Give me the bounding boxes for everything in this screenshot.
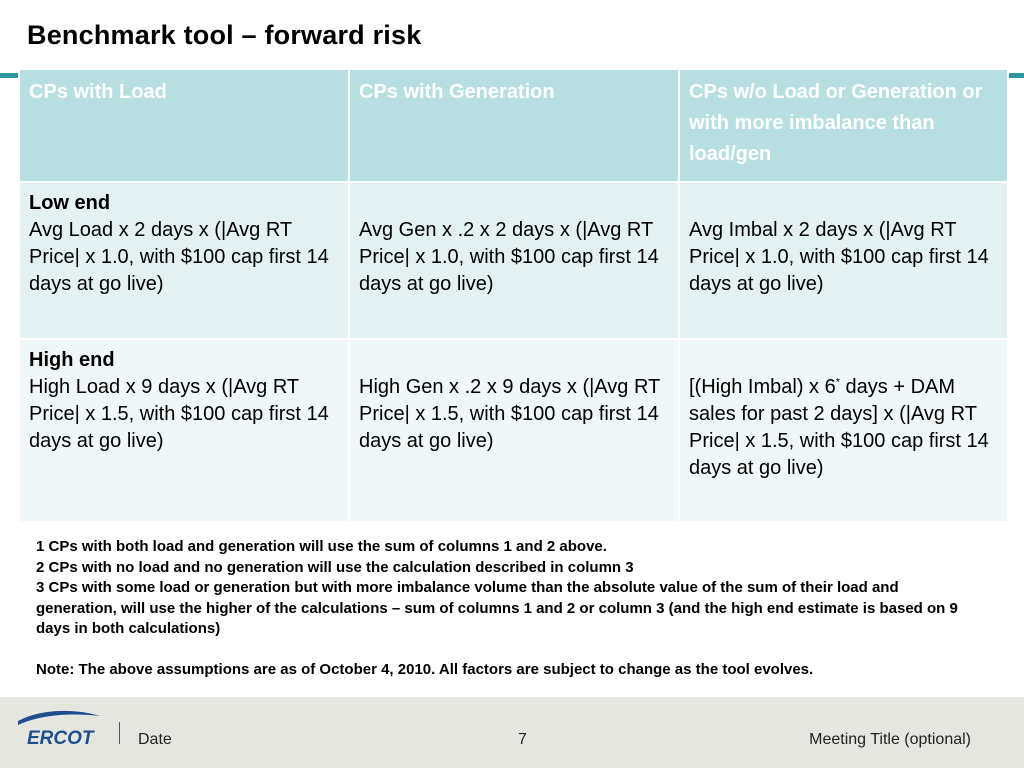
footnote-3: 3 CPs with some load or generation but w… [36,579,958,637]
footer-separator [119,722,120,744]
slide-title: Benchmark tool – forward risk [27,20,422,50]
footnotes: 1 CPs with both load and generation will… [36,537,966,680]
accent-rule-right [1006,73,1024,78]
table-row-low-end: Low end Avg Load x 2 days x (|Avg RT Pri… [18,181,1009,340]
high-end-imbalance-formula-end: days + DAM sales for past 2 days] x (|Av… [689,376,989,479]
high-end-load-formula: High Load x 9 days x (|Avg RT Price| x 1… [29,376,329,452]
low-end-load-formula: Avg Load x 2 days x (|Avg RT Price| x 1.… [29,219,329,295]
high-end-generation-cell: High Gen x .2 x 9 days x (|Avg RT Price|… [348,338,680,523]
header-cps-without-load-or-generation: CPs w/o Load or Generation or with more … [678,68,1009,183]
accent-rule-left [0,73,18,78]
ercot-logo: ERCOT [18,710,100,748]
asterisk-superscript: * [835,376,840,389]
table-row-high-end: High end High Load x 9 days x (|Avg RT P… [18,338,1009,523]
high-end-imbalance-cell: [(High Imbal) x 6* days + DAM sales for … [678,338,1009,523]
low-end-imbalance-cell: Avg Imbal x 2 days x (|Avg RT Price| x 1… [678,181,1009,340]
header-cps-with-load: CPs with Load [18,68,350,183]
low-end-label: Low end [29,192,111,214]
high-end-label: High end [29,349,115,371]
ercot-logo-text: ERCOT [27,728,95,748]
footnote-spacer [36,640,966,660]
low-end-imbalance-formula: Avg Imbal x 2 days x (|Avg RT Price| x 1… [689,219,989,295]
footer-date: Date [138,731,172,748]
low-end-generation-formula: Avg Gen x .2 x 2 days x (|Avg RT Price| … [359,219,659,295]
high-end-imbalance-formula-start: [(High Imbal) x 6 [689,376,836,398]
footnote-1: 1 CPs with both load and generation will… [36,538,607,555]
high-end-load-cell: High end High Load x 9 days x (|Avg RT P… [18,338,350,523]
slide-footer: ERCOT Date 7 Meeting Title (optional) [0,697,1024,768]
footer-meeting-title: Meeting Title (optional) [809,731,971,748]
low-end-load-cell: Low end Avg Load x 2 days x (|Avg RT Pri… [18,181,350,340]
low-end-generation-cell: Avg Gen x .2 x 2 days x (|Avg RT Price| … [348,181,680,340]
page-number: 7 [518,731,527,748]
header-cps-with-generation: CPs with Generation [348,68,680,183]
table-header-row: CPs with Load CPs with Generation CPs w/… [18,68,1009,183]
assumptions-note: Note: The above assumptions are as of Oc… [36,660,814,678]
benchmark-table: CPs with Load CPs with Generation CPs w/… [18,68,1009,523]
high-end-generation-formula: High Gen x .2 x 9 days x (|Avg RT Price|… [359,376,660,452]
footnote-2: 2 CPs with no load and no generation wil… [36,558,634,576]
